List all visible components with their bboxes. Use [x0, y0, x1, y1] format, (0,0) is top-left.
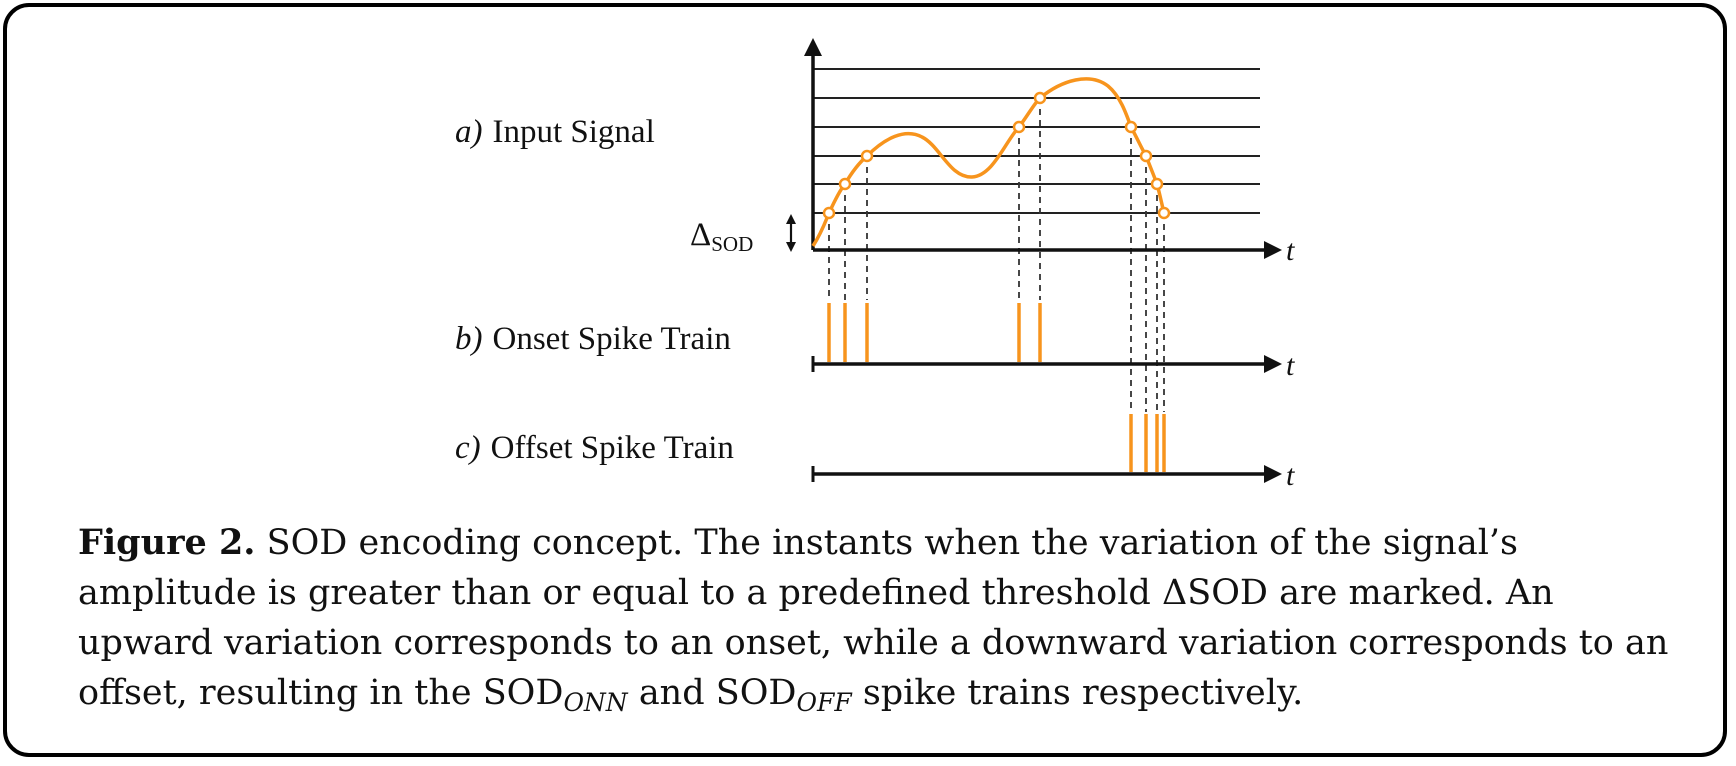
caption-sub-off: OFF [796, 688, 852, 717]
figure-caption: Figure 2. SOD encoding concept. The inst… [78, 518, 1678, 718]
panel-c-letter: c) [455, 430, 481, 466]
offset-spike-train [811, 414, 1282, 483]
caption-text-3: spike trains respectively. [851, 673, 1304, 713]
time-axis-label-b: t [1286, 349, 1295, 382]
figure-frame [3, 3, 1727, 757]
offset-crossing-marker [1124, 120, 1138, 134]
panel-b-label: b) Onset Spike Train [455, 321, 731, 357]
panel-b-letter: b) [455, 321, 483, 357]
onset-crossing-marker [822, 206, 836, 220]
delta-sod-marker: ΔSOD [690, 214, 796, 256]
input-signal-curve [811, 77, 1166, 247]
x-axis-c-arrowhead [1264, 465, 1282, 483]
x-axis-a-arrowhead [1264, 241, 1282, 259]
panel-a-title: Input Signal [493, 114, 655, 150]
onset-crossing-marker [860, 149, 874, 163]
offset-crossing-marker [1157, 206, 1171, 220]
onset-crossing-marker [1033, 91, 1047, 105]
caption-sub-onn: ONN [563, 688, 628, 717]
delta-arrow-down [786, 242, 796, 252]
panel-c-label: c) Offset Spike Train [455, 430, 734, 466]
onset-spike-train [811, 303, 1282, 373]
panel-a-label: a) Input Signal [455, 114, 655, 150]
offset-crossing-marker [1139, 149, 1153, 163]
figure-number: Figure 2. [78, 522, 256, 563]
delta-arrow-up [786, 214, 796, 224]
caption-text-1: SOD encoding concept. The instants when … [78, 523, 1669, 713]
panel-a-letter: a) [455, 114, 483, 150]
x-axis-b-arrowhead [1264, 355, 1282, 373]
caption-text-2: and SOD [627, 673, 797, 713]
crossing-dashed-lines [828, 98, 1165, 412]
time-axis-label-a: t [1286, 234, 1295, 267]
offset-crossing-marker [1150, 177, 1164, 191]
crossing-markers [822, 91, 1171, 220]
input-signal-axes [804, 38, 1282, 259]
onset-crossing-marker [1012, 120, 1026, 134]
y-axis-arrowhead [804, 38, 822, 56]
onset-crossing-marker [838, 177, 852, 191]
delta-sod-label: ΔSOD [690, 217, 753, 256]
panel-c-title: Offset Spike Train [491, 430, 734, 466]
threshold-lines [813, 68, 1260, 214]
panel-b-title: Onset Spike Train [493, 321, 731, 357]
time-axis-label-c: t [1286, 459, 1295, 492]
